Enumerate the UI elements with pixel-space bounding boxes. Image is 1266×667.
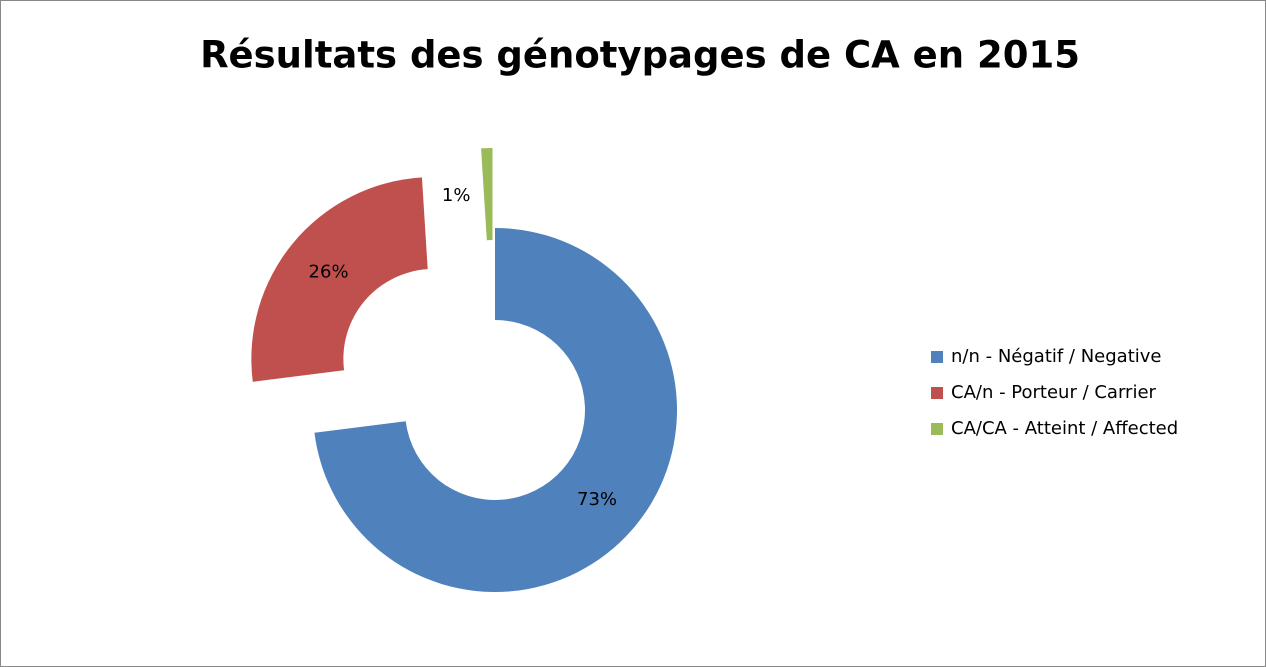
legend-label: n/n - Négatif / Negative xyxy=(951,346,1162,367)
chart-title: Résultats des génotypages de CA en 2015 xyxy=(200,34,1080,77)
data-label: 1% xyxy=(442,185,471,206)
donut-slice xyxy=(314,228,677,592)
donut-slice xyxy=(251,177,428,382)
data-label: 73% xyxy=(577,489,617,510)
legend-label: CA/CA - Atteint / Affected xyxy=(951,418,1178,439)
donut-slice xyxy=(481,148,493,241)
legend-label: CA/n - Porteur / Carrier xyxy=(951,382,1157,403)
data-label: 26% xyxy=(309,261,349,282)
legend-swatch xyxy=(931,351,943,363)
legend-swatch xyxy=(931,423,943,435)
legend-swatch xyxy=(931,387,943,399)
